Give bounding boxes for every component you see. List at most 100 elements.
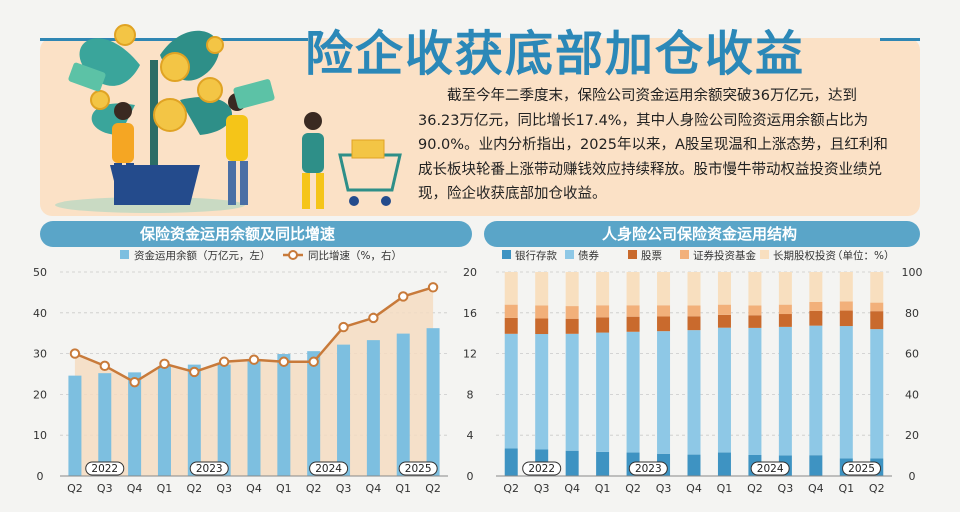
legend-label-balance: 资金运用余额（万亿元，左） (134, 250, 271, 262)
left-axis-tick-label: 50 (33, 266, 47, 279)
x-axis-tick-label: Q3 (216, 482, 232, 495)
year-badge-label: 2024 (315, 463, 342, 475)
stack-segment (717, 272, 731, 305)
stack-segment (809, 272, 823, 302)
x-axis-tick-label: Q2 (747, 482, 763, 495)
legend-swatch (760, 250, 769, 259)
left-axis-tick-label: 40 (33, 307, 47, 320)
legend-swatch-balance (120, 250, 129, 259)
right-axis-tick-label: 12 (463, 348, 477, 361)
year-badge (189, 461, 229, 476)
growth-point (129, 376, 140, 388)
stack-segment (839, 326, 853, 459)
year-badge-label: 2025 (848, 463, 875, 475)
stack-segment (778, 326, 792, 456)
stack-segment (748, 327, 762, 455)
legend-swatch (565, 250, 574, 259)
growth-point (69, 348, 81, 359)
stack-segment (626, 331, 640, 453)
stack-segment (687, 316, 701, 331)
balance-bar (277, 354, 291, 476)
legend-marker-growth (288, 250, 298, 260)
balance-bar (157, 366, 171, 476)
stack-segment (717, 452, 731, 476)
x-axis-tick-label: Q2 (186, 482, 202, 495)
x-axis-tick-label: Q4 (246, 482, 262, 495)
legend-label: 长期股权投资 (773, 250, 836, 262)
stack-segment (596, 332, 610, 452)
right-axis-tick-label: 16 (463, 307, 477, 320)
year-badge (398, 461, 438, 476)
x-axis-tick-label: Q4 (564, 482, 580, 495)
legend-label-growth: 同比增速（%，右） (308, 250, 402, 262)
growth-point (338, 321, 349, 333)
unit-label: （单位：%） (832, 250, 894, 262)
stack-segment (809, 455, 823, 476)
stack-segment (626, 272, 640, 306)
stack-segment (809, 301, 823, 311)
structure-chart: 银行存款 债券 股票 证券投资基金 长期股权投资（单位：%） 0 20 40 60 80 100 20… (496, 250, 923, 495)
stack-segment (504, 317, 518, 334)
x-axis-tick-label: Q3 (97, 482, 113, 495)
stack-segment (839, 310, 853, 327)
left-axis-tick-label: 0 (37, 470, 44, 483)
summary-paragraph: 截至今年二季度末，保险公司资金运用余额突破36万亿元，达到36.23万亿元，同比… (418, 88, 888, 202)
x-axis-tick-label: Q3 (656, 482, 672, 495)
right-axis-tick-label: 4 (467, 429, 474, 442)
left-axis-tick-label: 10 (33, 429, 47, 442)
balance-growth-chart: 资金运用余额（万亿元，左） 同比增速（%，右） 0 10 20 30 40 50 0 4 8 12 16… (33, 250, 477, 495)
right-chart-title-bar: 人身险公司保险资金运用结构 (484, 221, 920, 247)
growth-point (308, 356, 319, 367)
right-axis-tick-label: 0 (909, 470, 916, 483)
stack-segment (717, 304, 731, 315)
x-axis-tick-label: Q1 (717, 482, 733, 495)
left-chart-title-bar: 保险资金运用余额及同比增速 (40, 221, 472, 247)
stack-segment (687, 330, 701, 455)
stack-segment (870, 311, 884, 330)
growth-point (189, 366, 200, 378)
x-axis-tick-label: Q1 (157, 482, 173, 495)
right-axis-tick-label: 20 (463, 266, 477, 279)
growth-point (218, 356, 230, 367)
year-badge-label: 2024 (757, 463, 784, 475)
x-axis-tick-label: Q4 (808, 482, 824, 495)
stack-segment (657, 316, 671, 332)
year-badge-label: 2023 (196, 463, 223, 475)
x-axis-tick-label: Q1 (595, 482, 611, 495)
stack-segment (626, 305, 640, 317)
stack-segment (870, 272, 884, 303)
year-badge (750, 461, 790, 476)
balance-bar (98, 373, 112, 476)
x-axis-tick-label: Q2 (67, 482, 83, 495)
stack-segment (748, 315, 762, 328)
stack-segment (748, 305, 762, 316)
right-axis-tick-label: 60 (905, 348, 919, 361)
x-axis-tick-label: Q3 (336, 482, 352, 495)
stack-segment (565, 306, 579, 319)
right-chart-title: 人身险公司保险资金运用结构 (602, 225, 798, 243)
right-axis-tick-label: 80 (905, 307, 919, 320)
year-badge (309, 461, 349, 476)
year-badge (628, 461, 668, 476)
right-axis-tick-label: 8 (467, 388, 474, 401)
header-top-rule (40, 38, 308, 41)
x-axis-tick-label: Q2 (625, 482, 641, 495)
growth-point (427, 282, 439, 293)
x-axis-tick-label: Q1 (276, 482, 292, 495)
stack-segment (565, 450, 579, 476)
left-chart-title: 保险资金运用余额及同比增速 (140, 225, 336, 243)
x-axis-tick-label: Q2 (869, 482, 885, 495)
stack-segment (596, 451, 610, 476)
money-tree-illustration (55, 24, 402, 213)
header-top-rule-right (880, 38, 920, 41)
stack-segment (504, 272, 518, 305)
balance-bar (217, 364, 231, 476)
stack-segment (535, 272, 549, 306)
x-axis-tick-label: Q3 (534, 482, 550, 495)
growth-point (278, 356, 290, 367)
stack-segment (657, 331, 671, 454)
stack-segment (657, 305, 671, 317)
growth-point (248, 354, 260, 365)
stack-segment (748, 272, 762, 306)
stack-segment (535, 305, 549, 319)
